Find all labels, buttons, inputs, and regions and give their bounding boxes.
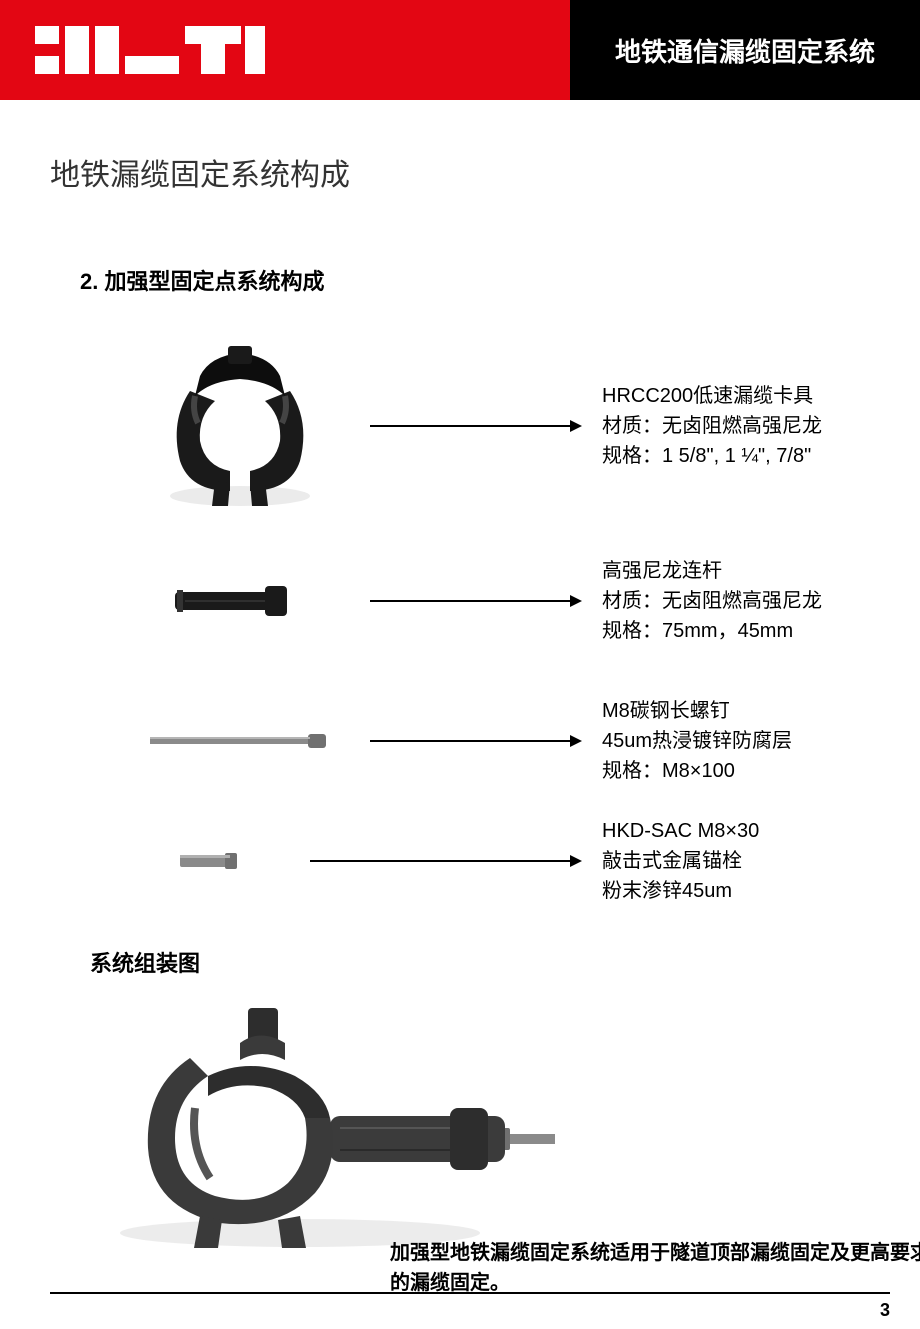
text-line: 45um热浸镀锌防腐层 xyxy=(602,726,792,756)
component-row: HRCC200低速漏缆卡具 材质：无卤阻燃高强尼龙 规格：1 5/8", 1 ¼… xyxy=(110,336,822,516)
content: 地铁漏缆固定系统构成 2. 加强型固定点系统构成 xyxy=(0,100,920,1298)
header-title: 地铁通信漏缆固定系统 xyxy=(570,0,920,100)
text-line: 敲击式金属锚栓 xyxy=(602,846,759,876)
page-number: 3 xyxy=(880,1300,890,1321)
component-image-clamp xyxy=(110,336,370,516)
page-title: 地铁漏缆固定系统构成 xyxy=(50,150,870,194)
text-line: 规格：M8×100 xyxy=(602,756,792,786)
hilti-logo xyxy=(35,26,265,74)
components-diagram: HRCC200低速漏缆卡具 材质：无卤阻燃高强尼龙 规格：1 5/8", 1 ¼… xyxy=(110,316,870,936)
text-line: 材质：无卤阻燃高强尼龙 xyxy=(602,411,822,441)
text-line: 高强尼龙连杆 xyxy=(602,556,822,586)
assembly-image xyxy=(100,998,560,1258)
header-brand-area xyxy=(0,0,570,100)
text-line: 规格：1 5/8", 1 ¼", 7/8" xyxy=(602,441,822,471)
text-line: HRCC200低速漏缆卡具 xyxy=(602,381,822,411)
assembly-title: 系统组装图 xyxy=(90,946,870,978)
component-image-screw xyxy=(110,711,370,771)
component-row: M8碳钢长螺钉 45um热浸镀锌防腐层 规格：M8×100 xyxy=(110,696,792,786)
component-image-anchor xyxy=(110,836,310,886)
header: 地铁通信漏缆固定系统 xyxy=(0,0,920,100)
text-line: 材质：无卤阻燃高强尼龙 xyxy=(602,586,822,616)
component-text: M8碳钢长螺钉 45um热浸镀锌防腐层 规格：M8×100 xyxy=(602,696,792,786)
text-line: HKD-SAC M8×30 xyxy=(602,816,759,846)
assembly-diagram: 加强型地铁漏缆固定系统适用于隧道顶部漏缆固定及更高要求的漏缆固定。 xyxy=(100,998,870,1298)
text-line: 粉末渗锌45um xyxy=(602,876,759,906)
component-text: HRCC200低速漏缆卡具 材质：无卤阻燃高强尼龙 规格：1 5/8", 1 ¼… xyxy=(602,381,822,471)
component-row: 高强尼龙连杆 材质：无卤阻燃高强尼龙 规格：75mm，45mm xyxy=(110,556,822,646)
component-text: 高强尼龙连杆 材质：无卤阻燃高强尼龙 规格：75mm，45mm xyxy=(602,556,822,646)
arrow-icon xyxy=(370,595,582,607)
footer-divider xyxy=(50,1292,890,1294)
component-text: HKD-SAC M8×30 敲击式金属锚栓 粉末渗锌45um xyxy=(602,816,759,906)
text-line: 规格：75mm，45mm xyxy=(602,616,822,646)
arrow-icon xyxy=(310,855,582,867)
text-line: M8碳钢长螺钉 xyxy=(602,696,792,726)
component-image-rod xyxy=(110,561,370,641)
section-title: 2. 加强型固定点系统构成 xyxy=(80,264,870,296)
component-row: HKD-SAC M8×30 敲击式金属锚栓 粉末渗锌45um xyxy=(110,816,759,906)
arrow-icon xyxy=(370,420,582,432)
assembly-description: 加强型地铁漏缆固定系统适用于隧道顶部漏缆固定及更高要求的漏缆固定。 xyxy=(390,1238,920,1298)
arrow-icon xyxy=(370,735,582,747)
